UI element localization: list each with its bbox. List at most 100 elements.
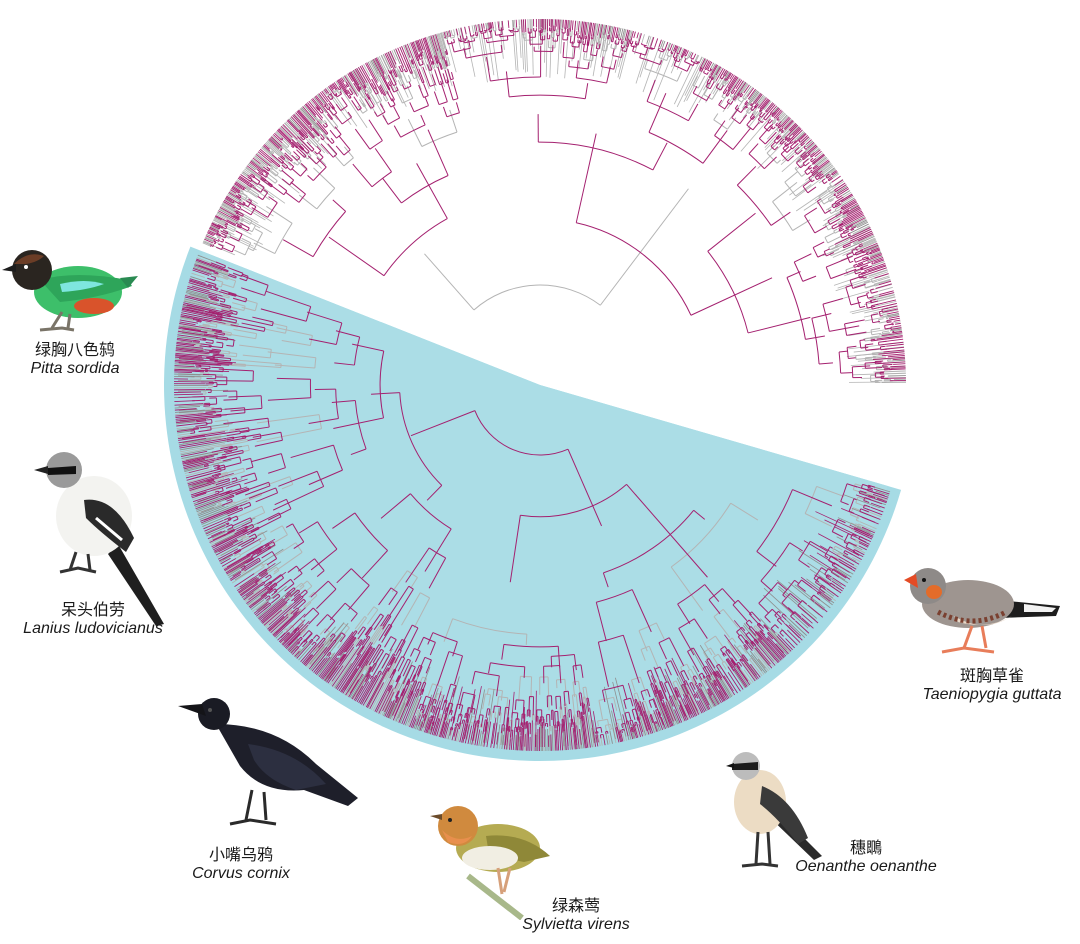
tip-branch <box>389 50 397 65</box>
internal-stem <box>235 505 263 519</box>
tip-branch <box>174 403 204 406</box>
internal-stem <box>318 119 323 124</box>
internal-stem <box>190 432 195 434</box>
tip-branch <box>223 199 234 206</box>
tip-branch <box>727 666 744 690</box>
tip-branch <box>308 646 328 670</box>
internal-stem <box>776 121 782 127</box>
internal-stem <box>357 628 366 640</box>
internal-stem <box>801 600 808 605</box>
internal-stem <box>780 129 784 133</box>
tip-branch <box>784 618 806 638</box>
internal-stem <box>745 622 751 628</box>
internal-stem <box>499 712 502 724</box>
tip-branch <box>331 638 366 687</box>
internal-stem <box>331 400 356 403</box>
internal-stem <box>709 67 712 70</box>
internal-arc <box>746 124 754 131</box>
internal-arc <box>746 111 750 114</box>
internal-stem <box>283 154 292 162</box>
tip-branch <box>863 239 877 246</box>
tip-fringe <box>178 408 198 412</box>
internal-stem <box>670 660 679 677</box>
internal-arc <box>301 582 305 587</box>
internal-stem <box>420 682 425 691</box>
tip-branch <box>176 341 196 346</box>
tip-branch <box>697 700 704 713</box>
tip-branch <box>182 458 206 465</box>
internal-stem <box>803 145 806 148</box>
internal-stem <box>371 392 400 395</box>
internal-stem <box>746 115 755 126</box>
tip-branch <box>696 684 711 710</box>
tip-fringe <box>227 194 272 222</box>
internal-stem <box>310 580 329 598</box>
internal-arc <box>510 31 519 33</box>
internal-stem <box>678 56 681 60</box>
internal-stem <box>219 467 244 476</box>
tip-branch <box>355 684 366 702</box>
tip-branch <box>178 439 211 446</box>
tip-branch <box>297 110 312 127</box>
internal-stem <box>281 139 290 147</box>
tip-branch <box>247 163 256 171</box>
internal-stem <box>695 693 699 699</box>
internal-stem <box>601 41 605 51</box>
internal-stem <box>736 647 745 658</box>
internal-stem <box>702 668 708 676</box>
tip-branch <box>174 391 202 393</box>
internal-stem <box>713 680 718 687</box>
tip-branch <box>715 679 729 700</box>
internal-stem <box>261 551 273 559</box>
tip-branch <box>724 74 735 91</box>
tip-branch <box>783 121 795 134</box>
tip-branch <box>560 723 564 751</box>
internal-stem <box>423 714 427 722</box>
internal-stem <box>335 92 338 95</box>
internal-stem <box>435 55 439 64</box>
internal-arc <box>303 138 306 141</box>
tip-branch <box>335 654 360 690</box>
internal-stem <box>636 717 639 721</box>
internal-stem <box>782 143 789 149</box>
internal-stem <box>222 440 248 447</box>
internal-stem <box>395 691 400 699</box>
internal-stem <box>833 206 836 209</box>
tip-branch <box>364 669 386 707</box>
internal-stem <box>214 275 220 278</box>
internal-stem <box>879 320 891 324</box>
tip-fringe <box>798 550 846 581</box>
tip-branch <box>177 334 202 339</box>
tip-branch <box>830 172 839 179</box>
tip-branch <box>237 177 249 186</box>
internal-arc <box>299 593 301 596</box>
internal-stem <box>239 426 270 433</box>
internal-stem <box>410 410 476 437</box>
tip-branch <box>263 609 283 626</box>
tip-branch <box>482 734 485 747</box>
internal-stem <box>373 615 384 631</box>
internal-stem <box>732 95 736 100</box>
tip-fringe <box>615 677 631 736</box>
internal-stem <box>240 222 250 229</box>
internal-stem <box>203 334 218 338</box>
internal-stem <box>680 667 683 672</box>
tip-branch <box>415 40 420 52</box>
internal-stem <box>496 696 500 707</box>
internal-stem <box>209 359 218 361</box>
internal-stem <box>261 582 265 587</box>
tip-branch <box>358 66 368 83</box>
internal-arc <box>383 218 448 276</box>
tip-fringe <box>485 22 495 76</box>
internal-stem <box>706 72 709 75</box>
tip-branch <box>766 639 785 659</box>
internal-stem <box>678 58 681 62</box>
tip-fringe <box>222 201 259 223</box>
internal-stem <box>745 101 749 106</box>
tip-fringe <box>763 587 809 629</box>
internal-stem <box>657 47 660 51</box>
internal-stem <box>224 495 235 501</box>
internal-arc <box>280 453 286 468</box>
internal-stem <box>267 351 316 359</box>
internal-stem <box>232 435 246 439</box>
